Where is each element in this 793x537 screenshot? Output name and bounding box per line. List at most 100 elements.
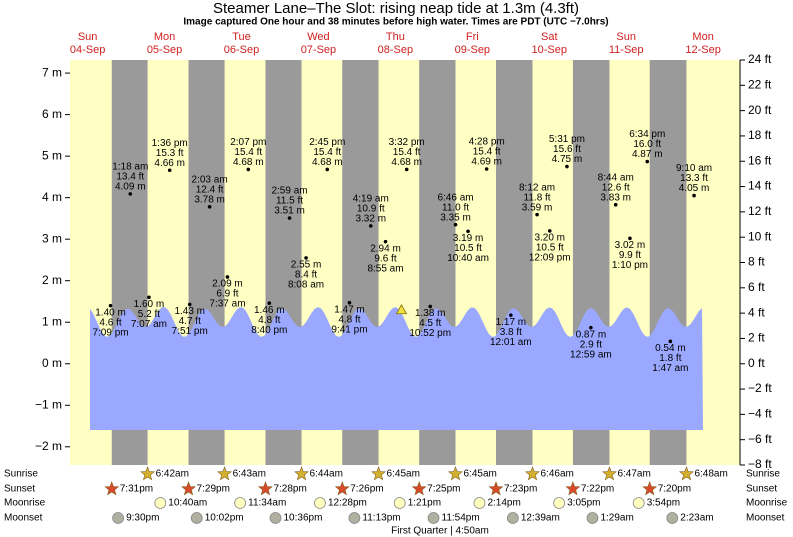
row-name: Moonrise (4, 498, 46, 509)
y2-tick-label: 16 ft (748, 153, 772, 167)
water-area (90, 307, 703, 430)
row-time: 1:21pm (408, 498, 441, 509)
row-name: Moonset (4, 513, 43, 524)
sun-icon (642, 481, 658, 496)
row-time: 6:47am (617, 469, 650, 480)
tide-point (589, 325, 593, 330)
sun-icon (104, 481, 120, 496)
tide-label: 4.09 m (115, 182, 146, 193)
tide-label: 8.4 ft (295, 270, 317, 281)
day-name: Mon (692, 31, 713, 43)
tide-label: 7:07 am (131, 319, 167, 330)
row-time: 7:28pm (273, 484, 306, 495)
row-time: 7:23pm (504, 484, 537, 495)
tide-label: 4.7 ft (179, 316, 201, 327)
tide-label: 2.55 m (291, 260, 322, 271)
tide-label: 4.69 m (471, 157, 502, 168)
row-time: 2:23am (680, 513, 713, 524)
tide-label: 4.87 m (632, 149, 663, 160)
row-name: Sunset (4, 484, 35, 495)
tide-label: 1:47 am (652, 363, 688, 374)
tide-label: 9:10 am (676, 163, 712, 174)
y2-tick-label: 18 ft (748, 128, 772, 142)
sun-icon (334, 481, 350, 496)
tide-label: 3.02 m (615, 240, 646, 251)
row-time: 1:29am (600, 513, 633, 524)
tide-label: 3:32 pm (389, 137, 425, 148)
tide-point (466, 229, 470, 234)
y2-tick-label: −2 ft (748, 381, 772, 395)
moon-icon (666, 512, 679, 524)
sun-icon (565, 481, 581, 496)
tide-point (547, 229, 552, 233)
day-name: Sun (616, 31, 636, 43)
tide-label: 15.4 ft (234, 147, 262, 158)
tide-label: 4.05 m (679, 183, 710, 194)
sun-icon (294, 466, 310, 481)
tide-label: 9:41 pm (331, 324, 367, 335)
moon-icon (314, 497, 326, 509)
moon-icon (473, 497, 486, 509)
tide-label: 4.5 ft (419, 318, 441, 329)
row-time: 6:45am (387, 469, 420, 480)
row-time: 6:46am (540, 469, 573, 480)
moon-icon (427, 512, 440, 524)
row-time: 9:30pm (126, 513, 159, 524)
tide-label: 16.0 ft (633, 139, 661, 150)
tide-point (368, 224, 373, 228)
row-time: 7:22pm (581, 484, 614, 495)
y2-tick-label: 22 ft (748, 77, 772, 91)
tide-label: 2:59 am (271, 186, 307, 197)
tide-label: 7:51 pm (172, 326, 208, 337)
y2-tick-label: 4 ft (748, 305, 765, 319)
tide-label: 4:19 am (353, 194, 389, 205)
tide-point (484, 167, 489, 171)
sun-icon (601, 466, 617, 481)
y2-tick-label: −8 ft (748, 457, 772, 471)
row-time: 6:44am (310, 469, 343, 480)
day-date: 10-Sep (532, 44, 567, 56)
tide-label: 4.8 ft (258, 315, 280, 326)
sun-icon (257, 481, 273, 496)
row-name: Sunrise (746, 469, 780, 480)
sun-icon (371, 466, 387, 481)
tide-point (147, 295, 151, 300)
y2-tick-label: 0 ft (748, 356, 765, 370)
row-time: 7:29pm (197, 484, 230, 495)
y-tick-label: 7 m (42, 65, 62, 79)
tide-label: 12.4 ft (196, 184, 224, 195)
tide-label: 10.5 ft (536, 243, 564, 254)
current-level (395, 303, 408, 315)
tide-label: 2:03 am (192, 174, 228, 185)
tide-label: 1:36 pm (152, 138, 188, 149)
y2-tick-label: −4 ft (748, 407, 772, 421)
y2-tick-label: −6 ft (748, 432, 772, 446)
tide-label: 3.35 m (440, 212, 471, 223)
tide-label: 13.3 ft (680, 173, 708, 184)
tide-label: 10:40 am (447, 253, 489, 264)
tide-label: 8:12 am (519, 182, 555, 193)
tide-label: 1.43 m (174, 306, 205, 317)
day-name: Fri (466, 31, 479, 43)
tide-point (246, 167, 251, 172)
tide-label: 9.9 ft (619, 250, 641, 261)
tide-point (187, 302, 192, 307)
moon-icon (632, 497, 645, 509)
tide-point (167, 168, 172, 173)
tide-label: 1.40 m (95, 307, 126, 318)
tide-label: 7:09 pm (92, 327, 128, 338)
tide-label: 4.75 m (552, 154, 583, 165)
row-time: 3:05pm (567, 498, 600, 509)
day-date: 06-Sep (224, 44, 259, 56)
tide-label: 15.3 ft (156, 148, 184, 159)
chart-subtitle: Image captured One hour and 38 minutes b… (183, 17, 608, 28)
tide-point (404, 167, 409, 172)
tide-point (287, 216, 292, 220)
tide-label: 4.6 ft (99, 317, 121, 328)
tide-label: 8:40 pm (251, 325, 287, 336)
sun-icon (678, 466, 694, 481)
moon-icon (506, 512, 519, 524)
tide-label: 1:18 am (112, 162, 148, 173)
sun-icon (524, 466, 540, 481)
moon-icon (553, 497, 566, 509)
